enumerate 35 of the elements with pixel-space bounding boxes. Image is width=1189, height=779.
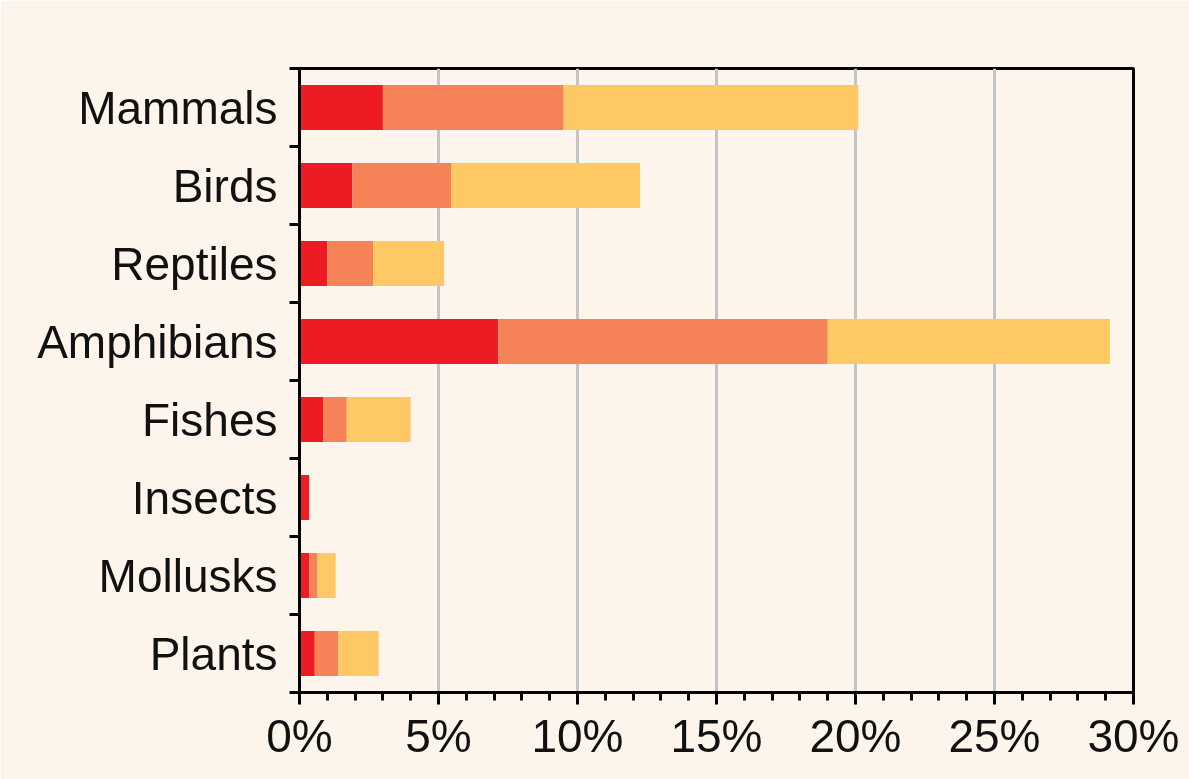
bar — [299, 630, 315, 677]
bar — [352, 162, 452, 209]
y-tick-label: Mollusks — [98, 549, 278, 602]
bar — [317, 552, 336, 599]
x-tick-label: 5% — [405, 709, 472, 762]
bar — [327, 240, 374, 287]
y-tick-label: Fishes — [142, 393, 278, 446]
bar — [498, 318, 828, 365]
bar — [563, 84, 859, 131]
bar — [299, 162, 353, 209]
bar — [338, 630, 379, 677]
bar — [827, 318, 1110, 365]
y-tick-label: Birds — [172, 159, 278, 212]
x-tick-label: 30% — [1087, 709, 1180, 762]
y-tick-label: Plants — [149, 627, 278, 680]
bar — [373, 240, 445, 287]
bar — [299, 318, 499, 365]
x-tick-label: 20% — [809, 709, 902, 762]
x-tick-label: 0% — [266, 709, 333, 762]
bar — [314, 630, 339, 677]
bar — [323, 396, 347, 443]
bar — [382, 84, 564, 131]
y-tick-label: Amphibians — [37, 315, 278, 368]
bar — [346, 396, 411, 443]
x-tick-label: 15% — [670, 709, 763, 762]
bar — [299, 240, 328, 287]
bar — [299, 84, 383, 131]
bar — [299, 396, 324, 443]
y-tick-label: Reptiles — [111, 237, 278, 290]
x-tick-label: 10% — [531, 709, 624, 762]
y-tick-label: Insects — [131, 471, 278, 524]
x-tick-label: 25% — [948, 709, 1041, 762]
bar — [451, 162, 641, 209]
bar — [309, 552, 318, 599]
y-tick-label: Mammals — [78, 81, 278, 134]
